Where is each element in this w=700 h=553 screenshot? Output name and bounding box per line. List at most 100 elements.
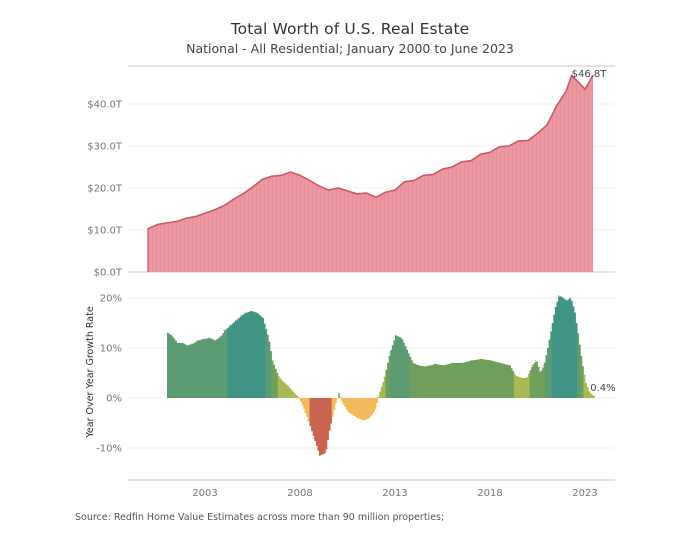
growth-bar — [257, 313, 260, 398]
growth-bar — [429, 365, 432, 398]
growth-bar — [186, 345, 188, 398]
growth-bar — [195, 341, 198, 398]
worth-point — [308, 179, 311, 182]
growth-bar — [456, 363, 459, 398]
growth-point — [519, 377, 521, 379]
growth-bar — [516, 376, 519, 398]
growth-bar — [301, 398, 304, 405]
growth-bar — [520, 377, 523, 398]
growth-bar — [170, 335, 173, 398]
growth-bar — [320, 398, 323, 455]
growth-bar — [331, 398, 334, 417]
growth-bar — [581, 366, 584, 398]
growth-point — [394, 335, 396, 336]
growth-bar — [250, 311, 253, 398]
growth-bar — [173, 338, 176, 398]
growth-bar — [222, 333, 225, 398]
growth-bar — [478, 359, 481, 398]
worth-point — [270, 175, 273, 177]
growth-point — [383, 377, 385, 379]
x-tick-label: 2008 — [287, 488, 312, 499]
growth-bar — [216, 339, 219, 398]
growth-bar — [364, 398, 367, 420]
worth-point — [441, 168, 444, 170]
worth-point — [394, 189, 396, 191]
worth-point — [592, 74, 594, 77]
growth-point — [337, 392, 339, 394]
growth-bar — [461, 363, 464, 398]
worth-point — [498, 146, 501, 148]
total-worth-chart: $0.0T $10.0T $20.0T $30.0T $40.0T $46.8T — [87, 65, 615, 279]
growth-bar — [198, 340, 201, 398]
growth-bar — [585, 383, 587, 398]
worth-point — [204, 212, 206, 214]
growth-bar — [573, 312, 576, 398]
worth-point — [546, 124, 548, 126]
growth-point — [196, 340, 198, 341]
worth-point — [432, 173, 434, 176]
growth-bar — [434, 364, 437, 398]
growth-bar — [276, 373, 279, 398]
growth-bar — [483, 359, 486, 398]
y-tick-label: -10% — [96, 444, 122, 455]
growth-bar — [371, 398, 374, 415]
worth-point — [460, 161, 463, 163]
growth-point — [261, 317, 263, 319]
growth-bar — [205, 338, 207, 398]
growth-bar — [277, 376, 280, 398]
growth-bar — [225, 329, 228, 398]
worth-point — [536, 132, 539, 134]
growth-point — [573, 310, 575, 311]
worth-point — [555, 105, 558, 107]
growth-bar — [539, 371, 542, 398]
growth-bar — [453, 363, 456, 398]
x-tick-label: 2003 — [192, 488, 217, 499]
growth-bar — [425, 366, 428, 398]
growth-bar — [349, 398, 352, 413]
growth-bar — [412, 363, 415, 398]
growth-bar — [350, 398, 353, 414]
growth-bar — [322, 398, 325, 455]
growth-bar — [486, 360, 489, 398]
growth-bar — [243, 314, 245, 398]
worth-point — [422, 174, 425, 176]
worth-point — [584, 88, 586, 90]
growth-bar — [377, 396, 380, 398]
growth-bar — [469, 360, 472, 398]
growth-point — [312, 437, 314, 439]
growth-bar — [444, 365, 447, 398]
growth-bar — [510, 368, 513, 398]
growth-bar — [347, 398, 350, 412]
growth-bar — [471, 360, 473, 398]
growth-bar — [214, 340, 217, 398]
growth-bar — [193, 342, 196, 398]
growth-point — [297, 397, 299, 399]
growth-bar — [379, 391, 382, 398]
growth-bar — [312, 398, 315, 437]
growth-bar — [203, 338, 206, 398]
growth-bar — [494, 361, 497, 398]
growth-point — [569, 297, 571, 299]
worth-point — [451, 166, 453, 168]
growth-bar — [490, 360, 492, 398]
worth-point — [337, 187, 339, 189]
growth-bar — [363, 398, 366, 421]
growth-bar — [556, 301, 559, 398]
growth-bar — [575, 323, 578, 398]
growth-bar — [415, 364, 418, 398]
growth-bar — [395, 335, 397, 398]
growth-point — [451, 362, 453, 364]
growth-bar — [496, 362, 499, 398]
growth-bar — [561, 297, 564, 398]
growth-point — [442, 365, 443, 366]
growth-bar — [535, 361, 538, 398]
y-tick-label: $20.0T — [87, 184, 123, 195]
growth-bar — [551, 323, 554, 398]
growth-bar — [201, 339, 204, 398]
growth-bar — [300, 398, 302, 402]
growth-bar — [241, 315, 244, 398]
worth-point — [479, 153, 482, 155]
growth-bar — [181, 343, 184, 398]
growth-bar — [187, 345, 190, 398]
growth-point — [461, 362, 462, 364]
